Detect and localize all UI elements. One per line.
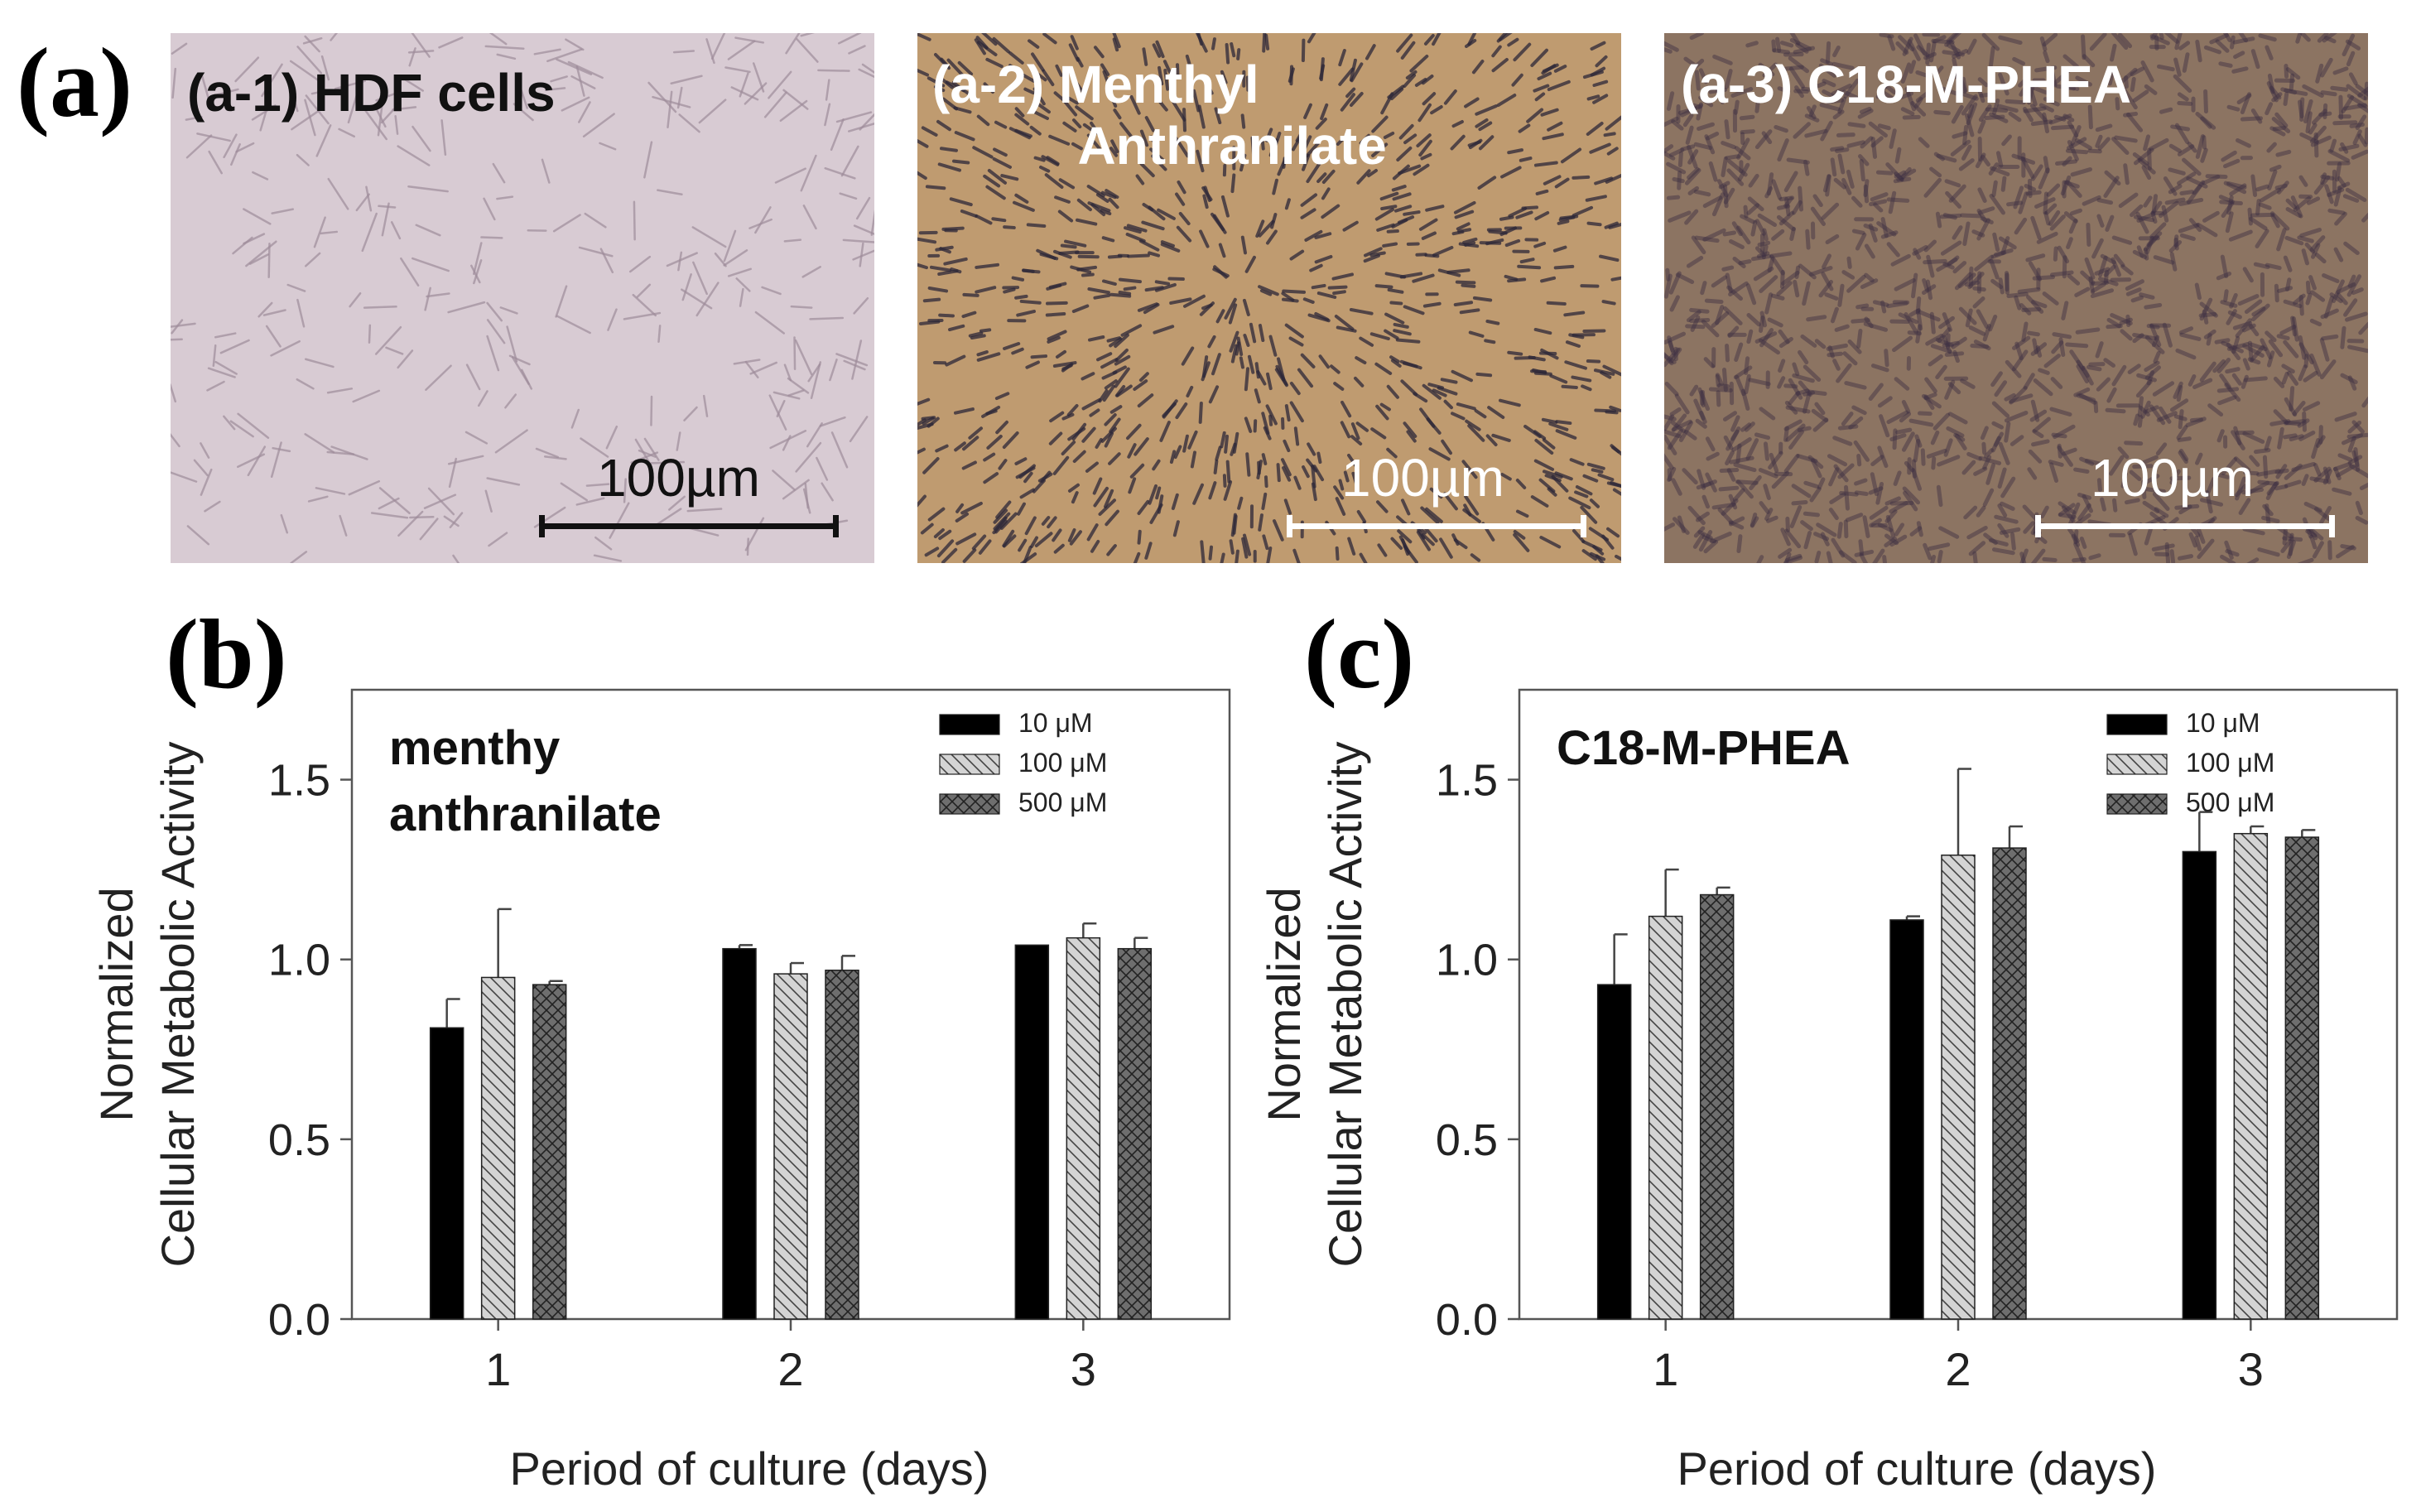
y-axis-label: Normalized Cellular Metabolic Activity bbox=[1259, 742, 1371, 1268]
micrograph-texture bbox=[1664, 33, 2368, 563]
cell-texture bbox=[917, 33, 1621, 563]
x-tick-label: 1 bbox=[1653, 1343, 1678, 1395]
bar bbox=[722, 947, 757, 1320]
panel-label-c: (c) bbox=[1304, 599, 1415, 709]
bar bbox=[2233, 832, 2269, 1320]
scale-bar-label: 100µm bbox=[1341, 448, 1504, 508]
bar bbox=[1941, 855, 1976, 1320]
bar bbox=[1596, 984, 1632, 1320]
legend-label: 100 μM bbox=[2186, 748, 2274, 778]
bar bbox=[2284, 836, 2320, 1320]
micrograph-menthyl-anthranilate: (a-2) Menthyl Anthranilate 100µm bbox=[917, 33, 1621, 563]
bar-chart-menthy-anthranilate: 0.0 0.5 1.0 1.5 Normalized Cellular Metabolic… bbox=[90, 688, 1231, 1495]
x-axis-label: Period of culture (days) bbox=[1677, 1442, 2157, 1495]
legend-label: 10 μM bbox=[1018, 708, 1093, 738]
inset-label: C18-M-PHEA bbox=[1557, 721, 1851, 775]
micrograph-title: (a-2) Menthyl Anthranilate bbox=[932, 55, 1387, 176]
y-tick-label: 1.0 bbox=[1436, 936, 1498, 985]
scale-bar bbox=[1287, 515, 1586, 537]
bar bbox=[1992, 847, 2027, 1320]
bar bbox=[773, 973, 808, 1320]
legend-swatch bbox=[2106, 714, 2168, 735]
panel-label-b: (b) bbox=[166, 599, 287, 709]
bar bbox=[1066, 937, 1101, 1320]
micrograph-texture bbox=[171, 33, 874, 563]
scale-bar-label: 100µm bbox=[2091, 448, 2254, 508]
y-tick-label: 1.5 bbox=[268, 756, 330, 806]
legend-label: 500 μM bbox=[1018, 787, 1107, 817]
cell-texture bbox=[1664, 33, 2368, 563]
bar bbox=[1699, 893, 1735, 1320]
micrograph-texture bbox=[917, 33, 1621, 563]
legend-label: 500 μM bbox=[2186, 787, 2274, 817]
legend-label: 100 μM bbox=[1018, 748, 1107, 778]
legend-swatch bbox=[939, 714, 1000, 735]
y-axis-label: Normalized Cellular Metabolic Activity bbox=[90, 742, 204, 1268]
cell-texture bbox=[171, 33, 874, 563]
y-tick-label: 0.5 bbox=[1436, 1115, 1498, 1165]
bar bbox=[1648, 915, 1683, 1320]
panel-label-a: (a) bbox=[17, 27, 132, 137]
bar bbox=[429, 1027, 464, 1320]
y-tick-label: 0.0 bbox=[1436, 1295, 1498, 1345]
legend-swatch bbox=[2106, 793, 2168, 815]
micrograph-title: (a-1) HDF cells bbox=[187, 63, 556, 123]
bar-chart-c18-m-phea: 0.0 0.5 1.0 1.5 Normalized Cellular Metabolic… bbox=[1259, 688, 2399, 1495]
scale-bar bbox=[2035, 515, 2335, 537]
x-tick-label: 2 bbox=[777, 1343, 803, 1395]
x-axis-label: Period of culture (days) bbox=[510, 1442, 989, 1495]
scale-bar bbox=[539, 515, 839, 537]
bar bbox=[532, 984, 567, 1320]
y-tick-label: 1.5 bbox=[1436, 756, 1498, 806]
inset-label: menthy bbox=[389, 721, 560, 775]
micrograph-background bbox=[171, 33, 874, 563]
micrograph-hdf-cells: (a-1) HDF cells 100µm bbox=[171, 33, 874, 563]
inset-label: anthranilate bbox=[389, 787, 662, 841]
micrograph-background bbox=[1664, 33, 2368, 563]
x-tick-label: 3 bbox=[2238, 1343, 2264, 1395]
legend-swatch bbox=[939, 754, 1000, 775]
y-tick-label: 0.5 bbox=[268, 1115, 330, 1165]
x-tick-label: 3 bbox=[1071, 1343, 1096, 1395]
bar bbox=[825, 969, 859, 1320]
legend-swatch bbox=[2106, 754, 2168, 775]
micrograph-title: (a-3) C18-M-PHEA bbox=[1681, 55, 2132, 114]
y-tick-label: 1.0 bbox=[268, 936, 330, 985]
y-tick-label: 0.0 bbox=[268, 1295, 330, 1345]
x-tick-label: 2 bbox=[1945, 1343, 1971, 1395]
bar bbox=[1014, 944, 1050, 1320]
bar bbox=[1889, 919, 1924, 1320]
scale-bar-label: 100µm bbox=[597, 448, 760, 508]
legend-label: 10 μM bbox=[2186, 708, 2260, 738]
x-tick-label: 1 bbox=[485, 1343, 511, 1395]
bar bbox=[1117, 947, 1153, 1320]
bar bbox=[480, 976, 516, 1320]
micrograph-c18-m-phea: (a-3) C18-M-PHEA 100µm bbox=[1664, 33, 2368, 563]
bar bbox=[2182, 850, 2217, 1320]
legend-swatch bbox=[939, 793, 1000, 815]
